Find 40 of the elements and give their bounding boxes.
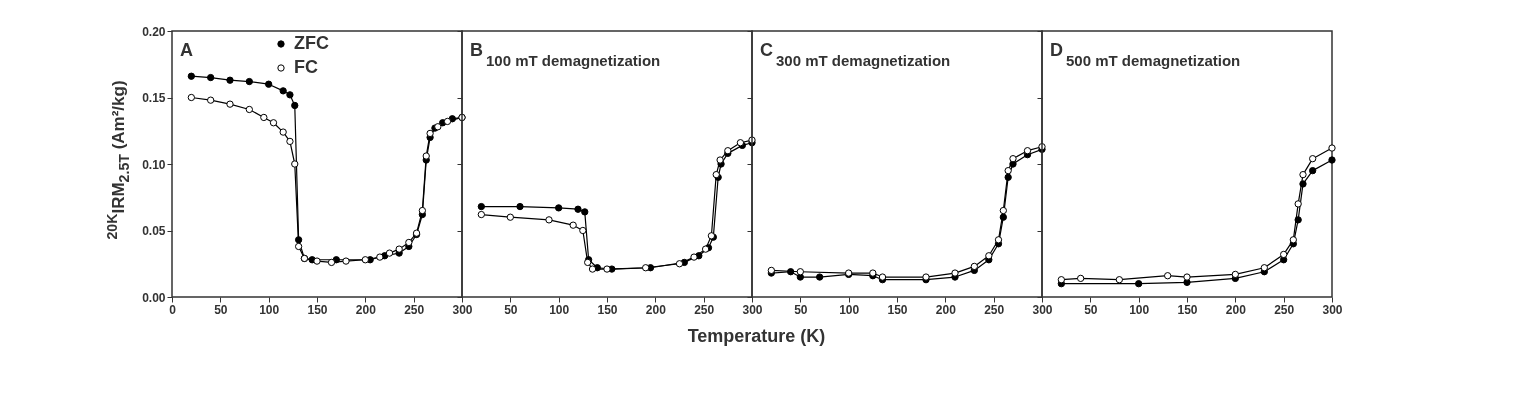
legend-label: ZFC [294,33,329,53]
y-tick-label: 0.20 [142,24,166,39]
x-tick-label: 0 [169,302,177,317]
x-tick-label: 100 [839,302,860,317]
x-tick-label: 250 [984,302,1005,317]
y-tick-label: 0.10 [142,157,166,172]
x-tick-label: 300 [742,302,763,317]
y-tick-label: 0.15 [142,91,166,105]
x-tick-label: 50 [794,302,808,317]
x-tick-label: 100 [259,302,280,317]
x-tick-label: 50 [1084,302,1098,317]
x-tick-label: 50 [504,302,518,317]
x-tick-label: 200 [355,302,377,317]
text: B [470,40,483,60]
x-tick-label: 300 [1322,302,1343,317]
text: C [760,40,773,60]
x-tick-label: 150 [1177,302,1198,317]
y-tick-label: 0.05 [142,224,166,238]
x-tick-label: 200 [645,302,667,317]
x-tick-label: 300 [452,302,473,317]
text: 300 mT demagnetization [776,52,951,69]
x-tick-label: 150 [597,302,618,317]
y-tick-label: 0.00 [142,290,166,305]
x-tick-label: 200 [935,302,957,317]
x-tick-label: 250 [404,302,425,317]
text: 500 mT demagnetization [1066,52,1241,69]
x-axis-title: Temperature (K) [687,325,826,346]
text: D [1050,40,1063,60]
x-tick-label: 300 [1032,302,1053,317]
x-tick-label: 150 [307,302,328,317]
x-tick-label: 50 [214,302,228,317]
legend-label: FC [294,57,318,77]
x-tick-label: 100 [549,302,570,317]
x-tick-label: 150 [887,302,908,317]
text: 100 mT demagnetization [486,52,661,69]
x-tick-label: 100 [1129,302,1150,317]
text: A [180,40,193,60]
x-tick-label: 250 [1274,302,1295,317]
x-tick-label: 250 [694,302,715,317]
x-tick-label: 200 [1225,302,1247,317]
